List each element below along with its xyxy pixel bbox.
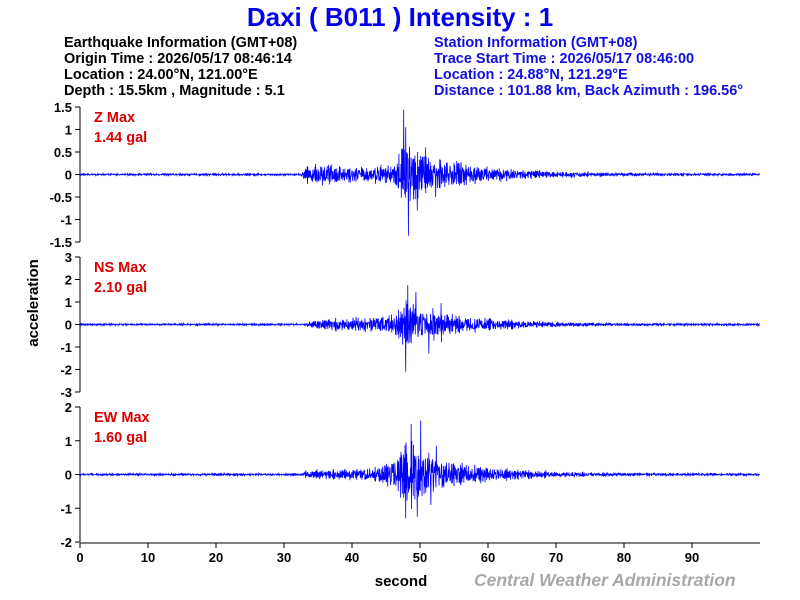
max-label-z: Z Max (94, 110, 135, 126)
y-tick-label: 0 (65, 318, 72, 333)
x-tick-label: 80 (617, 550, 631, 565)
station-info-heading: Station Information (GMT+08) (434, 35, 638, 51)
y-tick-label: -2 (60, 363, 72, 378)
y-tick-label: 1 (65, 123, 72, 138)
y-tick-label: 0 (65, 168, 72, 183)
station-info: Station Information (GMT+08) Trace Start… (434, 35, 743, 99)
panel-z: 1.5 1 0.5 0 -0.5 -1 -1.5 Z Max 1.44 gal (50, 100, 760, 250)
panel-ew: 2 1 0 -1 -2 EW Max 1.60 gal (60, 400, 760, 550)
waveform-ew (79, 420, 760, 519)
y-tick-label: 0 (65, 468, 72, 483)
y-tick-label: -1.5 (50, 235, 72, 250)
y-tick-label: -1 (60, 213, 72, 228)
y-tick-label: -1 (60, 501, 72, 516)
max-value-ew: 1.60 gal (94, 430, 147, 446)
y-tick-label: 1 (65, 295, 72, 310)
y-tick-label: 1 (65, 434, 72, 449)
y-tick-label: 2 (65, 400, 72, 415)
x-tick-label: 30 (277, 550, 291, 565)
y-tick-label: 1.5 (54, 100, 72, 115)
max-label-ew: EW Max (94, 410, 150, 426)
x-tick-label: 40 (345, 550, 359, 565)
depth-magnitude: Depth : 15.5km , Magnitude : 5.1 (64, 83, 285, 99)
x-tick-label: 60 (481, 550, 495, 565)
distance-azimuth: Distance : 101.88 km, Back Azimuth : 196… (434, 83, 744, 99)
y-tick-label: 3 (65, 250, 72, 265)
y-tick-label: -3 (60, 385, 72, 400)
y-tick-label: -2 (60, 535, 72, 550)
y-tick-label: -1 (60, 340, 72, 355)
earthquake-info-heading: Earthquake Information (GMT+08) (64, 35, 298, 51)
x-tick-label: 90 (685, 550, 699, 565)
y-tick-label: -0.5 (50, 190, 72, 205)
origin-time: Origin Time : 2026/05/17 08:46:14 (64, 51, 292, 67)
waveform-z (79, 109, 760, 236)
x-tick-label: 0 (76, 550, 83, 565)
station-location: Location : 24.88°N, 121.29°E (434, 67, 628, 83)
credit-text: Central Weather Administration (474, 570, 736, 590)
trace-start-time: Trace Start Time : 2026/05/17 08:46:00 (434, 51, 695, 67)
x-tick-label: 20 (209, 550, 223, 565)
x-tick-label: 70 (549, 550, 563, 565)
max-value-ns: 2.10 gal (94, 280, 147, 296)
x-tick-label: 10 (141, 550, 155, 565)
max-value-z: 1.44 gal (94, 130, 147, 146)
max-label-ns: NS Max (94, 260, 146, 276)
panel-ns: 3 2 1 0 -1 -2 -3 NS Max 2.10 gal (60, 250, 761, 400)
epicenter-location: Location : 24.00°N, 121.00°E (64, 67, 258, 83)
earthquake-info: Earthquake Information (GMT+08) Origin T… (64, 35, 297, 99)
x-tick-label: 50 (413, 550, 427, 565)
chart-title: Daxi ( B011 ) Intensity : 1 (246, 2, 554, 32)
waveform-ns (79, 285, 761, 372)
x-axis-label: second (375, 573, 428, 590)
y-tick-label: 0.5 (54, 145, 72, 160)
y-axis-label: acceleration (25, 259, 42, 347)
y-tick-label: 2 (65, 273, 72, 288)
